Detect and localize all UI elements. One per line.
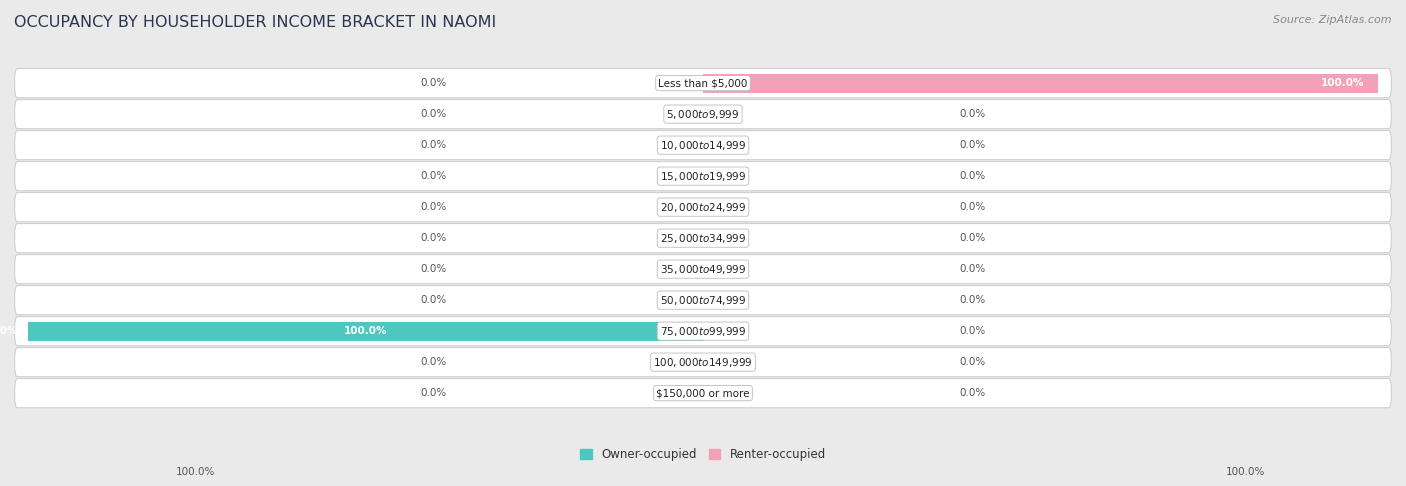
Legend: Owner-occupied, Renter-occupied: Owner-occupied, Renter-occupied xyxy=(575,444,831,466)
Text: 0.0%: 0.0% xyxy=(420,295,447,305)
Text: 0.0%: 0.0% xyxy=(420,140,447,150)
FancyBboxPatch shape xyxy=(14,255,1392,284)
Text: $50,000 to $74,999: $50,000 to $74,999 xyxy=(659,294,747,307)
Text: 0.0%: 0.0% xyxy=(959,233,986,243)
Text: 0.0%: 0.0% xyxy=(959,357,986,367)
Text: $35,000 to $49,999: $35,000 to $49,999 xyxy=(659,262,747,276)
Text: 0.0%: 0.0% xyxy=(959,388,986,398)
Text: 100.0%: 100.0% xyxy=(1320,78,1364,88)
Text: $25,000 to $34,999: $25,000 to $34,999 xyxy=(659,232,747,244)
Text: Less than $5,000: Less than $5,000 xyxy=(658,78,748,88)
Text: 0.0%: 0.0% xyxy=(420,357,447,367)
Text: 100.0%: 100.0% xyxy=(1226,467,1265,477)
Text: $150,000 or more: $150,000 or more xyxy=(657,388,749,398)
Text: 0.0%: 0.0% xyxy=(420,109,447,119)
Text: 0.0%: 0.0% xyxy=(959,264,986,274)
Text: Source: ZipAtlas.com: Source: ZipAtlas.com xyxy=(1274,15,1392,25)
Text: $15,000 to $19,999: $15,000 to $19,999 xyxy=(659,170,747,183)
Text: $10,000 to $14,999: $10,000 to $14,999 xyxy=(659,139,747,152)
Text: 0.0%: 0.0% xyxy=(959,109,986,119)
Text: $100,000 to $149,999: $100,000 to $149,999 xyxy=(654,356,752,369)
Text: 0.0%: 0.0% xyxy=(420,78,447,88)
FancyBboxPatch shape xyxy=(14,100,1392,129)
Bar xyxy=(28,322,703,341)
Text: 0.0%: 0.0% xyxy=(420,202,447,212)
Text: 0.0%: 0.0% xyxy=(420,388,447,398)
Text: 0.0%: 0.0% xyxy=(959,171,986,181)
Text: 0.0%: 0.0% xyxy=(420,171,447,181)
Text: $75,000 to $99,999: $75,000 to $99,999 xyxy=(659,325,747,338)
Text: 100.0%: 100.0% xyxy=(176,467,215,477)
Text: 0.0%: 0.0% xyxy=(959,202,986,212)
FancyBboxPatch shape xyxy=(14,161,1392,191)
FancyBboxPatch shape xyxy=(14,224,1392,253)
Text: 100.0%: 100.0% xyxy=(344,326,387,336)
Text: $5,000 to $9,999: $5,000 to $9,999 xyxy=(666,107,740,121)
FancyBboxPatch shape xyxy=(14,286,1392,315)
FancyBboxPatch shape xyxy=(14,379,1392,408)
Text: 0.0%: 0.0% xyxy=(959,326,986,336)
Text: 0.0%: 0.0% xyxy=(420,233,447,243)
FancyBboxPatch shape xyxy=(14,69,1392,98)
FancyBboxPatch shape xyxy=(14,131,1392,160)
Text: 100.0%: 100.0% xyxy=(0,326,18,336)
Text: $20,000 to $24,999: $20,000 to $24,999 xyxy=(659,201,747,214)
FancyBboxPatch shape xyxy=(14,192,1392,222)
FancyBboxPatch shape xyxy=(14,347,1392,377)
FancyBboxPatch shape xyxy=(14,316,1392,346)
Bar xyxy=(703,73,1378,93)
Text: OCCUPANCY BY HOUSEHOLDER INCOME BRACKET IN NAOMI: OCCUPANCY BY HOUSEHOLDER INCOME BRACKET … xyxy=(14,15,496,30)
Text: 0.0%: 0.0% xyxy=(959,295,986,305)
Text: 0.0%: 0.0% xyxy=(959,140,986,150)
Text: 0.0%: 0.0% xyxy=(420,264,447,274)
